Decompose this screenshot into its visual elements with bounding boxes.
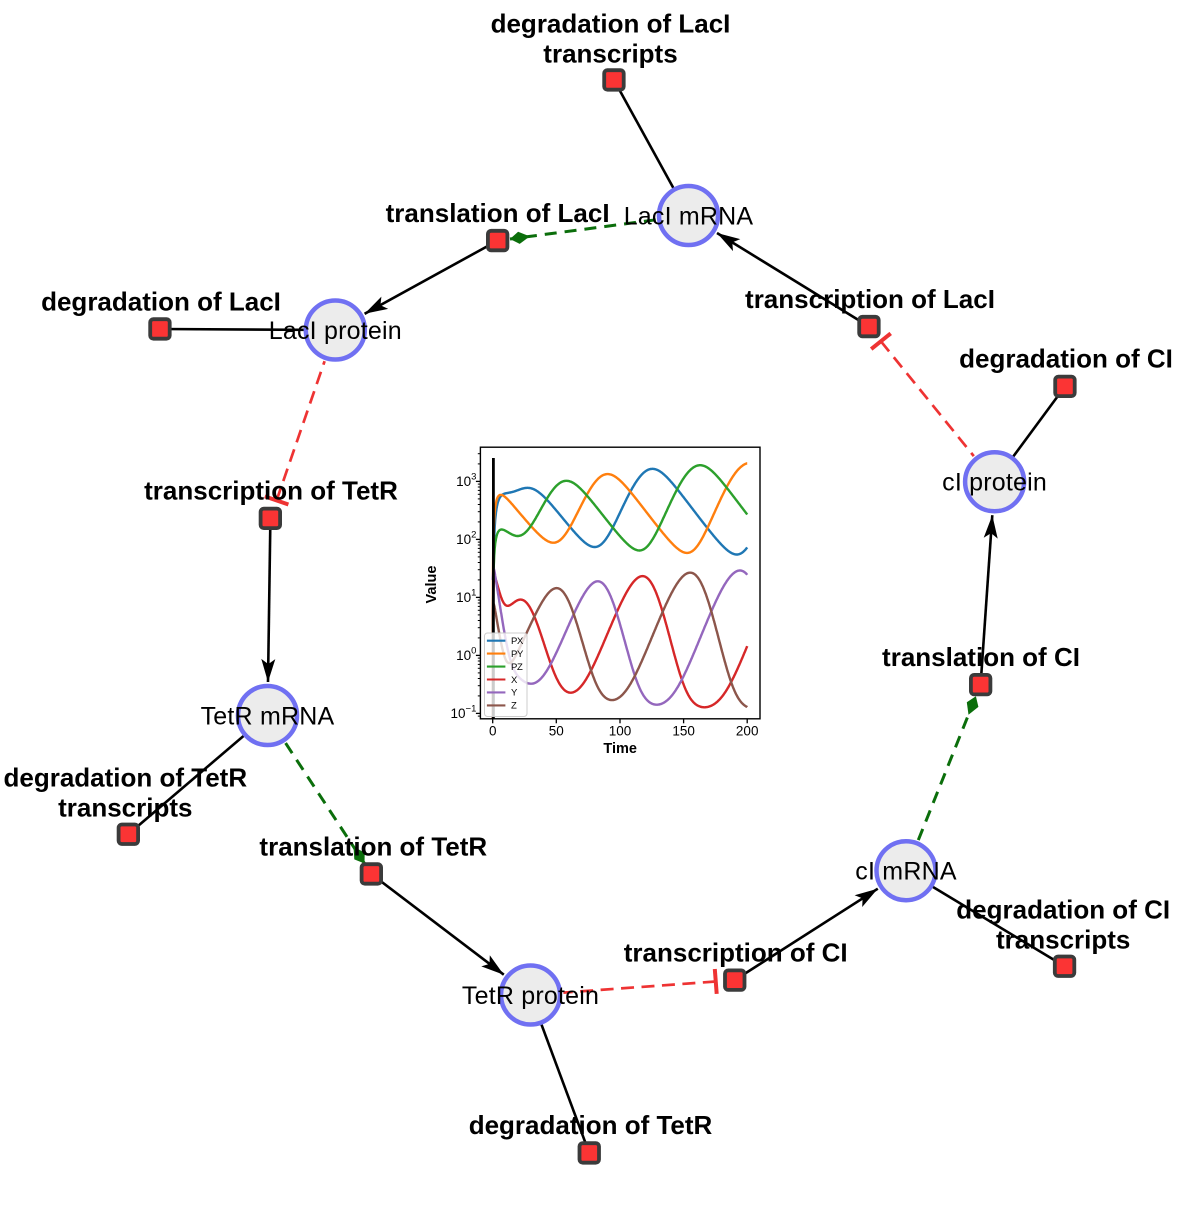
svg-text:LacI protein: LacI protein (269, 317, 402, 345)
svg-text:Value: Value (424, 566, 440, 604)
svg-text:degradation of CI: degradation of CI (956, 895, 1170, 925)
svg-text:TetR protein: TetR protein (462, 982, 599, 1010)
svg-text:TetR mRNA: TetR mRNA (201, 702, 335, 730)
svg-text:degradation of LacI: degradation of LacI (41, 286, 281, 316)
svg-text:cI protein: cI protein (942, 469, 1047, 497)
svg-text:translation of CI: translation of CI (882, 642, 1080, 672)
svg-text:transcription of TetR: transcription of TetR (144, 476, 398, 506)
svg-text:200: 200 (736, 723, 759, 738)
svg-text:Y: Y (511, 688, 518, 699)
svg-text:transcripts: transcripts (58, 793, 192, 823)
svg-text:Time: Time (603, 741, 637, 757)
svg-text:transcripts: transcripts (543, 38, 677, 68)
svg-text:PX: PX (511, 636, 524, 647)
svg-text:100: 100 (609, 723, 632, 738)
svg-text:Z: Z (511, 701, 517, 712)
svg-text:PY: PY (511, 649, 524, 660)
svg-text:LacI mRNA: LacI mRNA (624, 202, 754, 230)
svg-text:150: 150 (672, 723, 695, 738)
svg-text:PZ: PZ (511, 662, 523, 673)
svg-text:translation of LacI: translation of LacI (386, 198, 610, 228)
svg-text:transcripts: transcripts (996, 925, 1130, 955)
svg-text:0: 0 (489, 723, 497, 738)
svg-text:transcription of LacI: transcription of LacI (745, 284, 995, 314)
svg-text:cI mRNA: cI mRNA (855, 858, 957, 886)
svg-text:degradation of TetR: degradation of TetR (469, 1110, 713, 1140)
svg-text:degradation of LacI: degradation of LacI (491, 8, 731, 38)
svg-text:transcription of CI: transcription of CI (624, 937, 848, 967)
svg-text:degradation of TetR: degradation of TetR (3, 763, 247, 793)
svg-text:degradation of CI: degradation of CI (959, 344, 1173, 374)
svg-text:translation of TetR: translation of TetR (259, 831, 487, 861)
svg-text:X: X (511, 675, 518, 686)
svg-text:50: 50 (549, 723, 564, 738)
